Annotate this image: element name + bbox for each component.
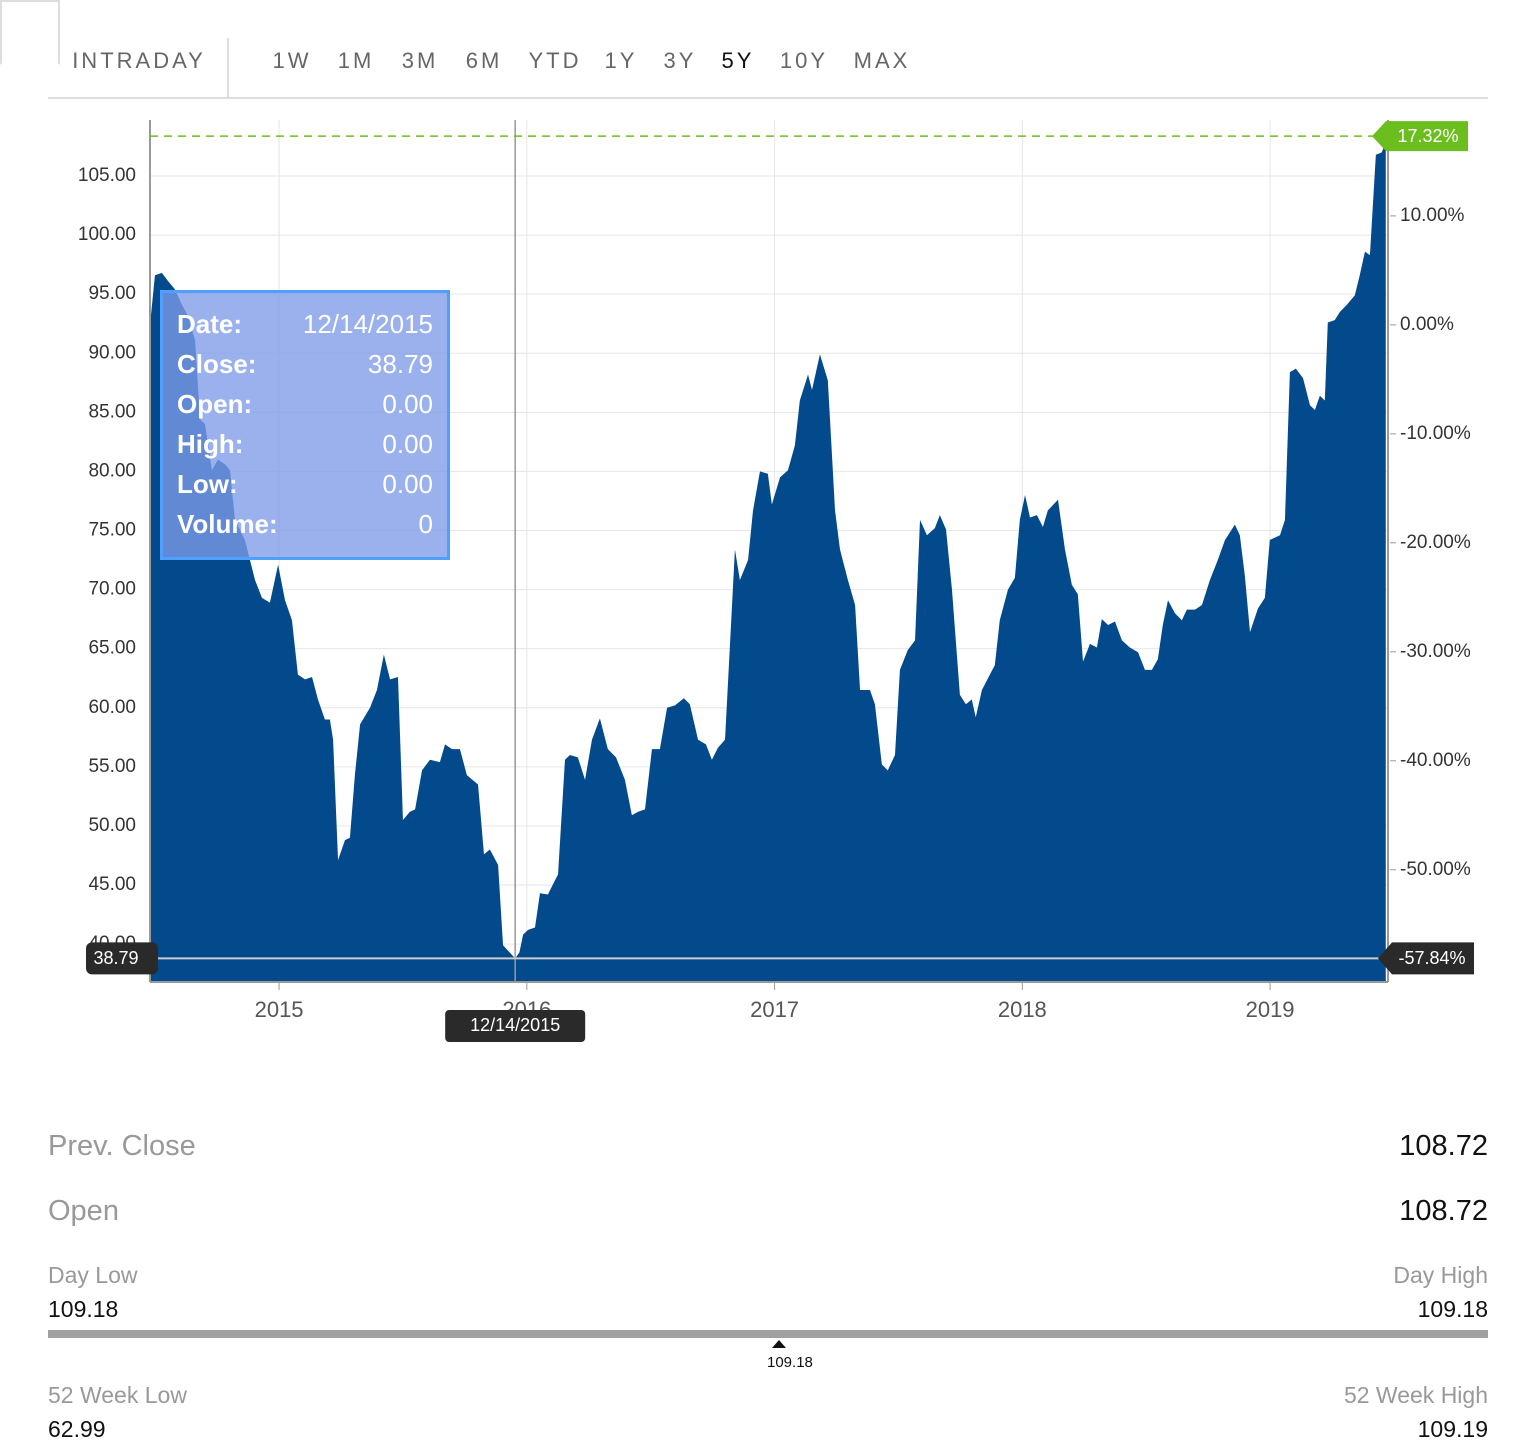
crosshair-y-label-box xyxy=(86,942,158,975)
tooltip-label: High: xyxy=(177,429,244,459)
y2-tick-label: 0.00% xyxy=(1400,314,1454,335)
range-tab[interactable]: MAX xyxy=(853,48,911,73)
tooltip-label: Date: xyxy=(177,309,243,339)
tooltip-row: Close: 38.79 xyxy=(177,349,433,389)
tooltip-label: Volume: xyxy=(177,509,278,539)
range-tab[interactable]: 1M xyxy=(337,48,375,73)
tooltip-label: Close: xyxy=(177,349,257,379)
stats-panel: Prev. Close 108.72 Open 108.72 Day Low Day Hi… xyxy=(0,1090,1536,1446)
x-tick-label: 2019 xyxy=(1246,997,1295,1022)
crosshair-y-label: 38.79 xyxy=(93,948,138,968)
tooltip-row: High: 0.00 xyxy=(177,429,433,469)
stat-label: 52 Week Low xyxy=(48,1382,187,1408)
y2-tick-label: -30.00% xyxy=(1400,641,1471,662)
tooltip: Date: 12/14/2015 Close: 38.79 Open: 0.00 High:… xyxy=(160,290,450,560)
y-tick-label: 75.00 xyxy=(88,520,136,541)
range-tabs: INTRADAY 1W 1M 3M 6M YTD 1Y 3Y 5Y 10Y MAX xyxy=(0,0,1536,100)
range-tab[interactable]: 1W xyxy=(272,48,312,73)
tooltip-value: 0.00 xyxy=(382,469,433,499)
tooltip-value: 0 xyxy=(418,509,433,539)
stat-value: 109.18 xyxy=(48,1296,119,1322)
x-tick-label: 2017 xyxy=(750,997,799,1022)
stat-value: 108.72 xyxy=(1399,1195,1488,1227)
y-tick-label: 95.00 xyxy=(88,283,136,304)
range-tab[interactable]: 1Y xyxy=(604,48,638,73)
y-tick-label: 60.00 xyxy=(88,697,136,718)
y-tick-label: 50.00 xyxy=(88,815,136,836)
stat-value: 62.99 xyxy=(48,1416,106,1442)
stat-label: Prev. Close xyxy=(48,1130,196,1162)
active-tab-box xyxy=(0,0,60,65)
range-marker xyxy=(772,1340,786,1348)
y2-tick-label: 10.00% xyxy=(1400,205,1465,226)
range-tab[interactable]: YTD xyxy=(528,48,582,73)
range-marker-label: 109.18 xyxy=(767,1354,813,1371)
stat-label: Open xyxy=(48,1195,119,1227)
tooltip-row: Open: 0.00 xyxy=(177,389,433,429)
x-tick-label: 2015 xyxy=(255,997,304,1022)
stat-label: Day Low xyxy=(48,1262,138,1288)
y-tick-label: 90.00 xyxy=(88,342,136,363)
stat-value: 109.19 xyxy=(1417,1416,1488,1442)
range-tab[interactable]: INTRADAY xyxy=(72,48,206,73)
y2-tick-label: -20.00% xyxy=(1400,532,1471,553)
tab-separator xyxy=(227,38,229,98)
chart: 40.0045.0050.0055.0060.0065.0070.0075.00… xyxy=(78,120,1474,1042)
y2-tick-label: -10.00% xyxy=(1400,423,1471,444)
y2-tick-label: -40.00% xyxy=(1400,750,1471,771)
crosshair-x-label-box xyxy=(445,1010,586,1042)
y-tick-label: 80.00 xyxy=(88,460,136,481)
y-tick-label: 70.00 xyxy=(88,579,136,600)
x-tick-label: 2018 xyxy=(998,997,1047,1022)
price-area xyxy=(150,141,1386,983)
y-tick-label: 85.00 xyxy=(88,401,136,422)
tooltip-value: 12/14/2015 xyxy=(302,309,433,339)
range-tab[interactable]: 6M xyxy=(465,48,503,73)
y-tick-label: 55.00 xyxy=(88,756,136,777)
range-tab[interactable]: 3Y xyxy=(663,48,697,73)
y-tick-label: 100.00 xyxy=(78,224,136,245)
range-tab[interactable]: 3M xyxy=(401,48,439,73)
range-tab[interactable]: 10Y xyxy=(779,48,829,73)
tooltip-row: Volume: 0 xyxy=(177,509,433,549)
y-tick-label: 45.00 xyxy=(88,874,136,895)
stat-value: 109.18 xyxy=(1417,1296,1488,1322)
tooltip-row: Low: 0.00 xyxy=(177,469,433,509)
stat-label: Day High xyxy=(1393,1262,1488,1288)
range-tab[interactable]: 5Y xyxy=(721,48,755,73)
crosshair-x-label: 12/14/2015 xyxy=(470,1015,560,1035)
tooltip-label: Open: xyxy=(177,389,253,419)
y-tick-label: 105.00 xyxy=(78,165,136,186)
current-level-label: 17.32% xyxy=(1397,126,1458,146)
y-tick-label: 65.00 xyxy=(88,638,136,659)
current-level-box xyxy=(1372,121,1468,152)
crosshair-y2-label: -57.84% xyxy=(1398,948,1465,968)
tooltip-value: 38.79 xyxy=(367,349,433,379)
stat-value: 108.72 xyxy=(1399,1130,1488,1162)
tooltip-row: Date: 12/14/2015 xyxy=(177,309,433,349)
range-bar xyxy=(48,1330,1488,1338)
tooltip-value: 0.00 xyxy=(382,389,433,419)
tooltip-label: Low: xyxy=(177,469,238,499)
tabs-baseline xyxy=(48,97,1488,99)
stat-label: 52 Week High xyxy=(1343,1382,1488,1408)
y2-tick-label: -50.00% xyxy=(1400,859,1471,880)
tooltip-value: 0.00 xyxy=(382,429,433,459)
crosshair-y2-label-box xyxy=(1378,942,1474,975)
